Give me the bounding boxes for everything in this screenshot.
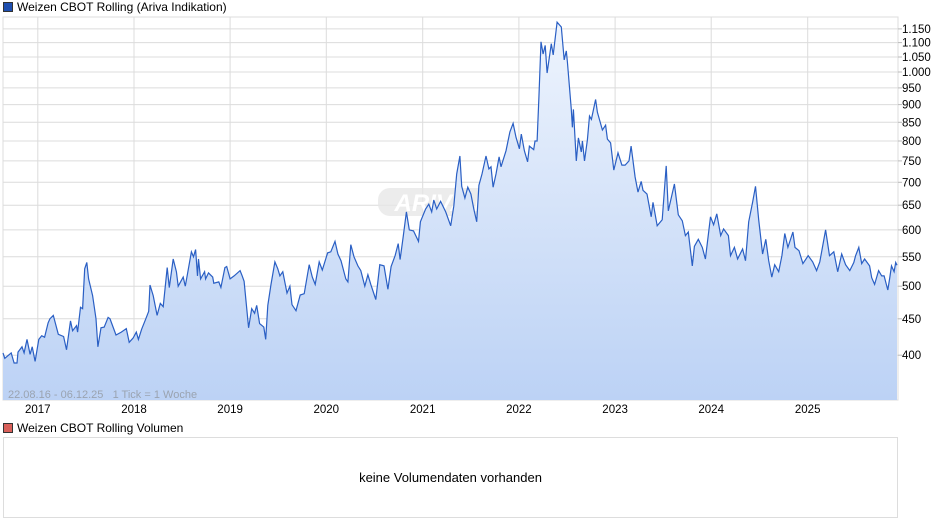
x-tick-label: 2017: [25, 404, 51, 416]
y-tick-label: 1.150: [902, 24, 931, 36]
range-note: 22.08.16 - 06.12.25 1 Tick = 1 Woche: [8, 389, 197, 401]
x-tick-label: 2022: [506, 404, 532, 416]
volume-legend-label: Weizen CBOT Rolling Volumen: [17, 421, 184, 435]
x-tick-label: 2018: [121, 404, 147, 416]
y-tick-label: 1.050: [902, 52, 931, 64]
x-tick-label: 2024: [698, 404, 724, 416]
y-tick-label: 1.000: [902, 67, 931, 79]
y-tick-label: 550: [902, 252, 921, 264]
y-tick-label: 750: [902, 156, 921, 168]
volume-legend: Weizen CBOT Rolling Volumen: [3, 421, 183, 435]
x-tick-label: 2021: [410, 404, 436, 416]
y-tick-label: 950: [902, 83, 921, 95]
y-tick-label: 900: [902, 100, 921, 112]
x-tick-label: 2023: [602, 404, 628, 416]
x-tick-label: 2025: [795, 404, 821, 416]
y-tick-label: 400: [902, 350, 921, 362]
volume-empty-message: keine Volumendaten vorhanden: [359, 470, 542, 485]
y-tick-label: 500: [902, 281, 921, 293]
volume-panel: keine Volumendaten vorhanden: [3, 437, 898, 518]
y-tick-label: 700: [902, 177, 921, 189]
price-chart: ARIVA.DE 22.08.16 - 06.12.25 1 Tick = 1 …: [2, 16, 931, 416]
price-area: [3, 22, 897, 400]
x-tick-label: 2020: [314, 404, 340, 416]
volume-legend-swatch: [3, 423, 13, 433]
y-tick-label: 800: [902, 136, 921, 148]
price-legend: Weizen CBOT Rolling (Ariva Indikation): [3, 0, 227, 14]
price-line: [2, 20, 898, 364]
y-tick-label: 1.100: [902, 38, 931, 50]
x-tick-label: 2019: [217, 404, 243, 416]
y-tick-label: 600: [902, 225, 921, 237]
price-legend-swatch: [3, 2, 13, 12]
y-tick-label: 450: [902, 314, 921, 326]
y-tick-label: 850: [902, 117, 921, 129]
price-legend-label: Weizen CBOT Rolling (Ariva Indikation): [17, 0, 227, 14]
y-tick-label: 650: [902, 200, 921, 212]
